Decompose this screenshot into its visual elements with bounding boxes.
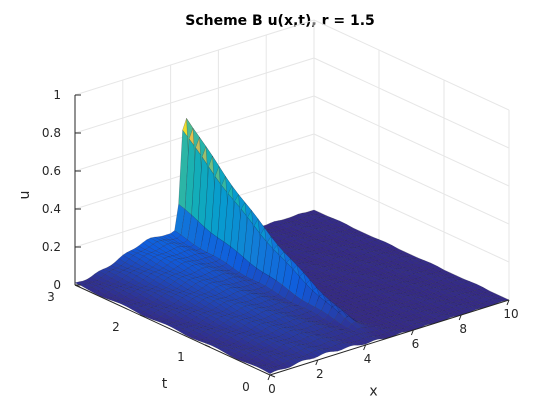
- gridline-u-side: [313, 19, 510, 111]
- gridline-u-side: [313, 133, 510, 225]
- t-tick: [269, 374, 276, 378]
- x-tick: [458, 314, 462, 321]
- chart-title: Scheme B u(x,t), r = 1.5: [185, 13, 375, 29]
- gridline-u-side: [313, 95, 510, 187]
- x-tick: [506, 299, 510, 306]
- t-axis-label: t: [162, 376, 168, 392]
- u-tick-label: 0.8: [42, 126, 61, 140]
- x-tick-label: 4: [364, 352, 372, 366]
- x-tick-label: 2: [316, 367, 324, 381]
- x-tick: [315, 359, 319, 366]
- u-tick-label: 0.6: [42, 164, 61, 178]
- gridline-u-back: [74, 19, 315, 96]
- t-tick: [139, 314, 146, 318]
- x-tick-label: 10: [503, 307, 518, 321]
- x-tick-label: 6: [412, 337, 420, 351]
- x-tick-label: 8: [459, 322, 467, 336]
- surface: [74, 117, 510, 375]
- t-tick-label: 0: [242, 380, 250, 394]
- gridline-u-side: [313, 171, 510, 263]
- x-axis-label: x: [369, 384, 377, 400]
- u-tick-label: 1: [53, 88, 61, 102]
- z-axis-label: u: [17, 191, 33, 200]
- u-tick-label: 0: [53, 278, 61, 292]
- axes-frame: [74, 94, 510, 381]
- t-axis-line: [74, 284, 271, 376]
- x-tick: [267, 374, 271, 381]
- gridline-u-side: [313, 57, 510, 149]
- u-tick-label: 0.4: [42, 202, 61, 216]
- t-tick-label: 2: [112, 320, 120, 334]
- gridline-u-back: [74, 57, 315, 134]
- u-tick-label: 0.2: [42, 240, 61, 254]
- t-tick-label: 1: [177, 350, 185, 364]
- t-tick: [204, 344, 211, 348]
- x-tick: [363, 344, 367, 351]
- x-tick: [410, 329, 414, 336]
- t-tick-label: 3: [47, 290, 55, 304]
- x-tick-label: 0: [268, 382, 276, 396]
- x-axis-line: [269, 299, 510, 376]
